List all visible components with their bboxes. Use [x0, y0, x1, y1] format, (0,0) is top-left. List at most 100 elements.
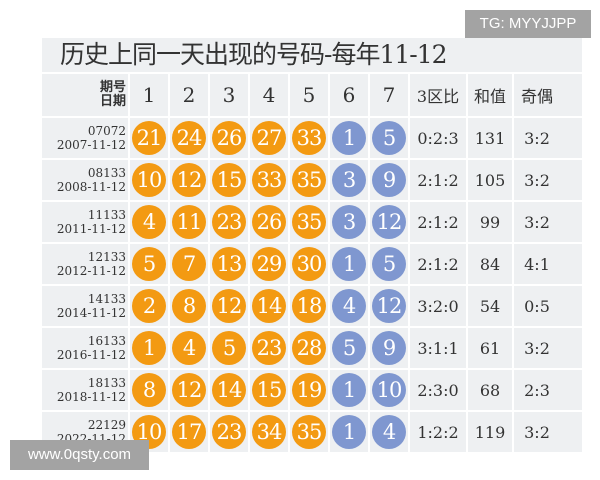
odd-even-ratio: 0:5 [524, 296, 550, 316]
back-ball: 4 [372, 415, 406, 449]
table-row: 16133 2016-11-12 1 4 5 23 28 5 9 3:1:1 61 3:2 [42, 326, 582, 368]
issue-date-cell: 11133 2011-11-12 [42, 202, 130, 242]
back-ball: 1 [332, 415, 366, 449]
table-row: 08133 2008-11-12 10 12 15 33 35 3 9 2:1:2 105 3:… [42, 158, 582, 200]
front-cell: 5 [130, 244, 170, 284]
header-label: 期号 日期 [42, 74, 130, 116]
back-cell: 1 [330, 118, 370, 158]
draw-date: 2007-11-12 [56, 138, 126, 152]
header-col: 4 [250, 74, 290, 116]
sum-value: 119 [468, 412, 514, 452]
front-cell: 13 [210, 244, 250, 284]
draw-date: 2016-11-12 [56, 348, 126, 362]
front-cell: 21 [130, 118, 170, 158]
back-cell: 5 [370, 244, 410, 284]
back-ball: 4 [332, 289, 366, 323]
table-row: 12133 2012-11-12 5 7 13 29 30 1 5 2:1:2 84 4:1 [42, 242, 582, 284]
front-cell: 26 [210, 118, 250, 158]
back-cell: 3 [330, 160, 370, 200]
issue-number: 08133 [87, 166, 126, 180]
sum-value: 68 [468, 370, 514, 410]
zone-ratio: 2:1:2 [410, 202, 468, 242]
back-ball: 9 [372, 331, 406, 365]
front-cell: 2 [130, 286, 170, 326]
issue-number: 11133 [87, 208, 126, 222]
issue-date-cell: 12133 2012-11-12 [42, 244, 130, 284]
front-ball: 12 [172, 373, 206, 407]
front-ball: 4 [172, 331, 206, 365]
odd-even-ratio: 3:2 [524, 212, 550, 232]
sum-value: 61 [468, 328, 514, 368]
front-ball: 14 [212, 373, 246, 407]
front-ball: 35 [292, 163, 326, 197]
front-cell: 18 [290, 286, 330, 326]
front-cell: 8 [130, 370, 170, 410]
issue-date-cell: 08133 2008-11-12 [42, 160, 130, 200]
odd-even-ratio: 3:2 [524, 128, 550, 148]
draw-date: 2011-11-12 [56, 222, 126, 236]
site-watermark: www.0qsty.com [10, 440, 149, 470]
front-cell: 27 [250, 118, 290, 158]
front-cell: 17 [170, 412, 210, 452]
front-ball: 29 [252, 247, 286, 281]
issue-date-cell: 07072 2007-11-12 [42, 118, 130, 158]
back-cell: 4 [370, 412, 410, 452]
front-ball: 21 [132, 121, 166, 155]
front-ball: 8 [132, 373, 166, 407]
sum-value: 99 [468, 202, 514, 242]
header-date: 日期 [99, 94, 126, 109]
front-cell: 5 [210, 328, 250, 368]
odd-even-ratio: 2:3 [524, 380, 550, 400]
zone-ratio: 2:1:2 [410, 244, 468, 284]
issue-number: 14133 [87, 292, 126, 306]
front-cell: 1 [130, 328, 170, 368]
front-cell: 29 [250, 244, 290, 284]
front-ball: 33 [292, 121, 326, 155]
zone-ratio: 2:3:0 [410, 370, 468, 410]
header-oddeven: 奇偶 [520, 87, 553, 106]
front-ball: 2 [132, 289, 166, 323]
front-cell: 28 [290, 328, 330, 368]
table-row: 07072 2007-11-12 21 24 26 27 33 1 5 0:2:3 131 3:… [42, 116, 582, 158]
front-ball: 11 [172, 205, 206, 239]
front-ball: 5 [132, 247, 166, 281]
front-cell: 4 [170, 328, 210, 368]
back-cell: 4 [330, 286, 370, 326]
front-cell: 4 [130, 202, 170, 242]
front-cell: 12 [170, 160, 210, 200]
front-cell: 24 [170, 118, 210, 158]
lottery-table: 历史上同一天出现的号码-每年11-12 期号 日期 1 2 3 4 5 6 7 … [42, 38, 582, 452]
header-issue: 期号 [99, 80, 126, 95]
front-ball: 12 [212, 289, 246, 323]
front-ball: 7 [172, 247, 206, 281]
front-cell: 19 [290, 370, 330, 410]
back-cell: 9 [370, 160, 410, 200]
back-ball: 12 [372, 289, 406, 323]
front-cell: 34 [250, 412, 290, 452]
zone-ratio: 2:1:2 [410, 160, 468, 200]
back-cell: 10 [370, 370, 410, 410]
back-cell: 1 [330, 412, 370, 452]
odd-even-ratio: 3:2 [524, 170, 550, 190]
front-cell: 23 [210, 202, 250, 242]
front-cell: 10 [130, 160, 170, 200]
zone-ratio: 3:1:1 [410, 328, 468, 368]
issue-number: 16133 [87, 334, 126, 348]
back-ball: 1 [332, 121, 366, 155]
front-cell: 33 [250, 160, 290, 200]
front-cell: 35 [290, 202, 330, 242]
back-cell: 12 [370, 202, 410, 242]
header-col: 7 [370, 74, 410, 116]
sum-value: 131 [468, 118, 514, 158]
header-zone: 3区比 [410, 74, 468, 116]
front-ball: 12 [172, 163, 206, 197]
front-ball: 26 [252, 205, 286, 239]
front-ball: 35 [292, 415, 326, 449]
front-ball: 35 [292, 205, 326, 239]
issue-number: 18133 [87, 376, 126, 390]
front-cell: 11 [170, 202, 210, 242]
draw-date: 2008-11-12 [56, 180, 126, 194]
front-ball: 18 [292, 289, 326, 323]
back-ball: 10 [372, 373, 406, 407]
front-ball: 15 [252, 373, 286, 407]
